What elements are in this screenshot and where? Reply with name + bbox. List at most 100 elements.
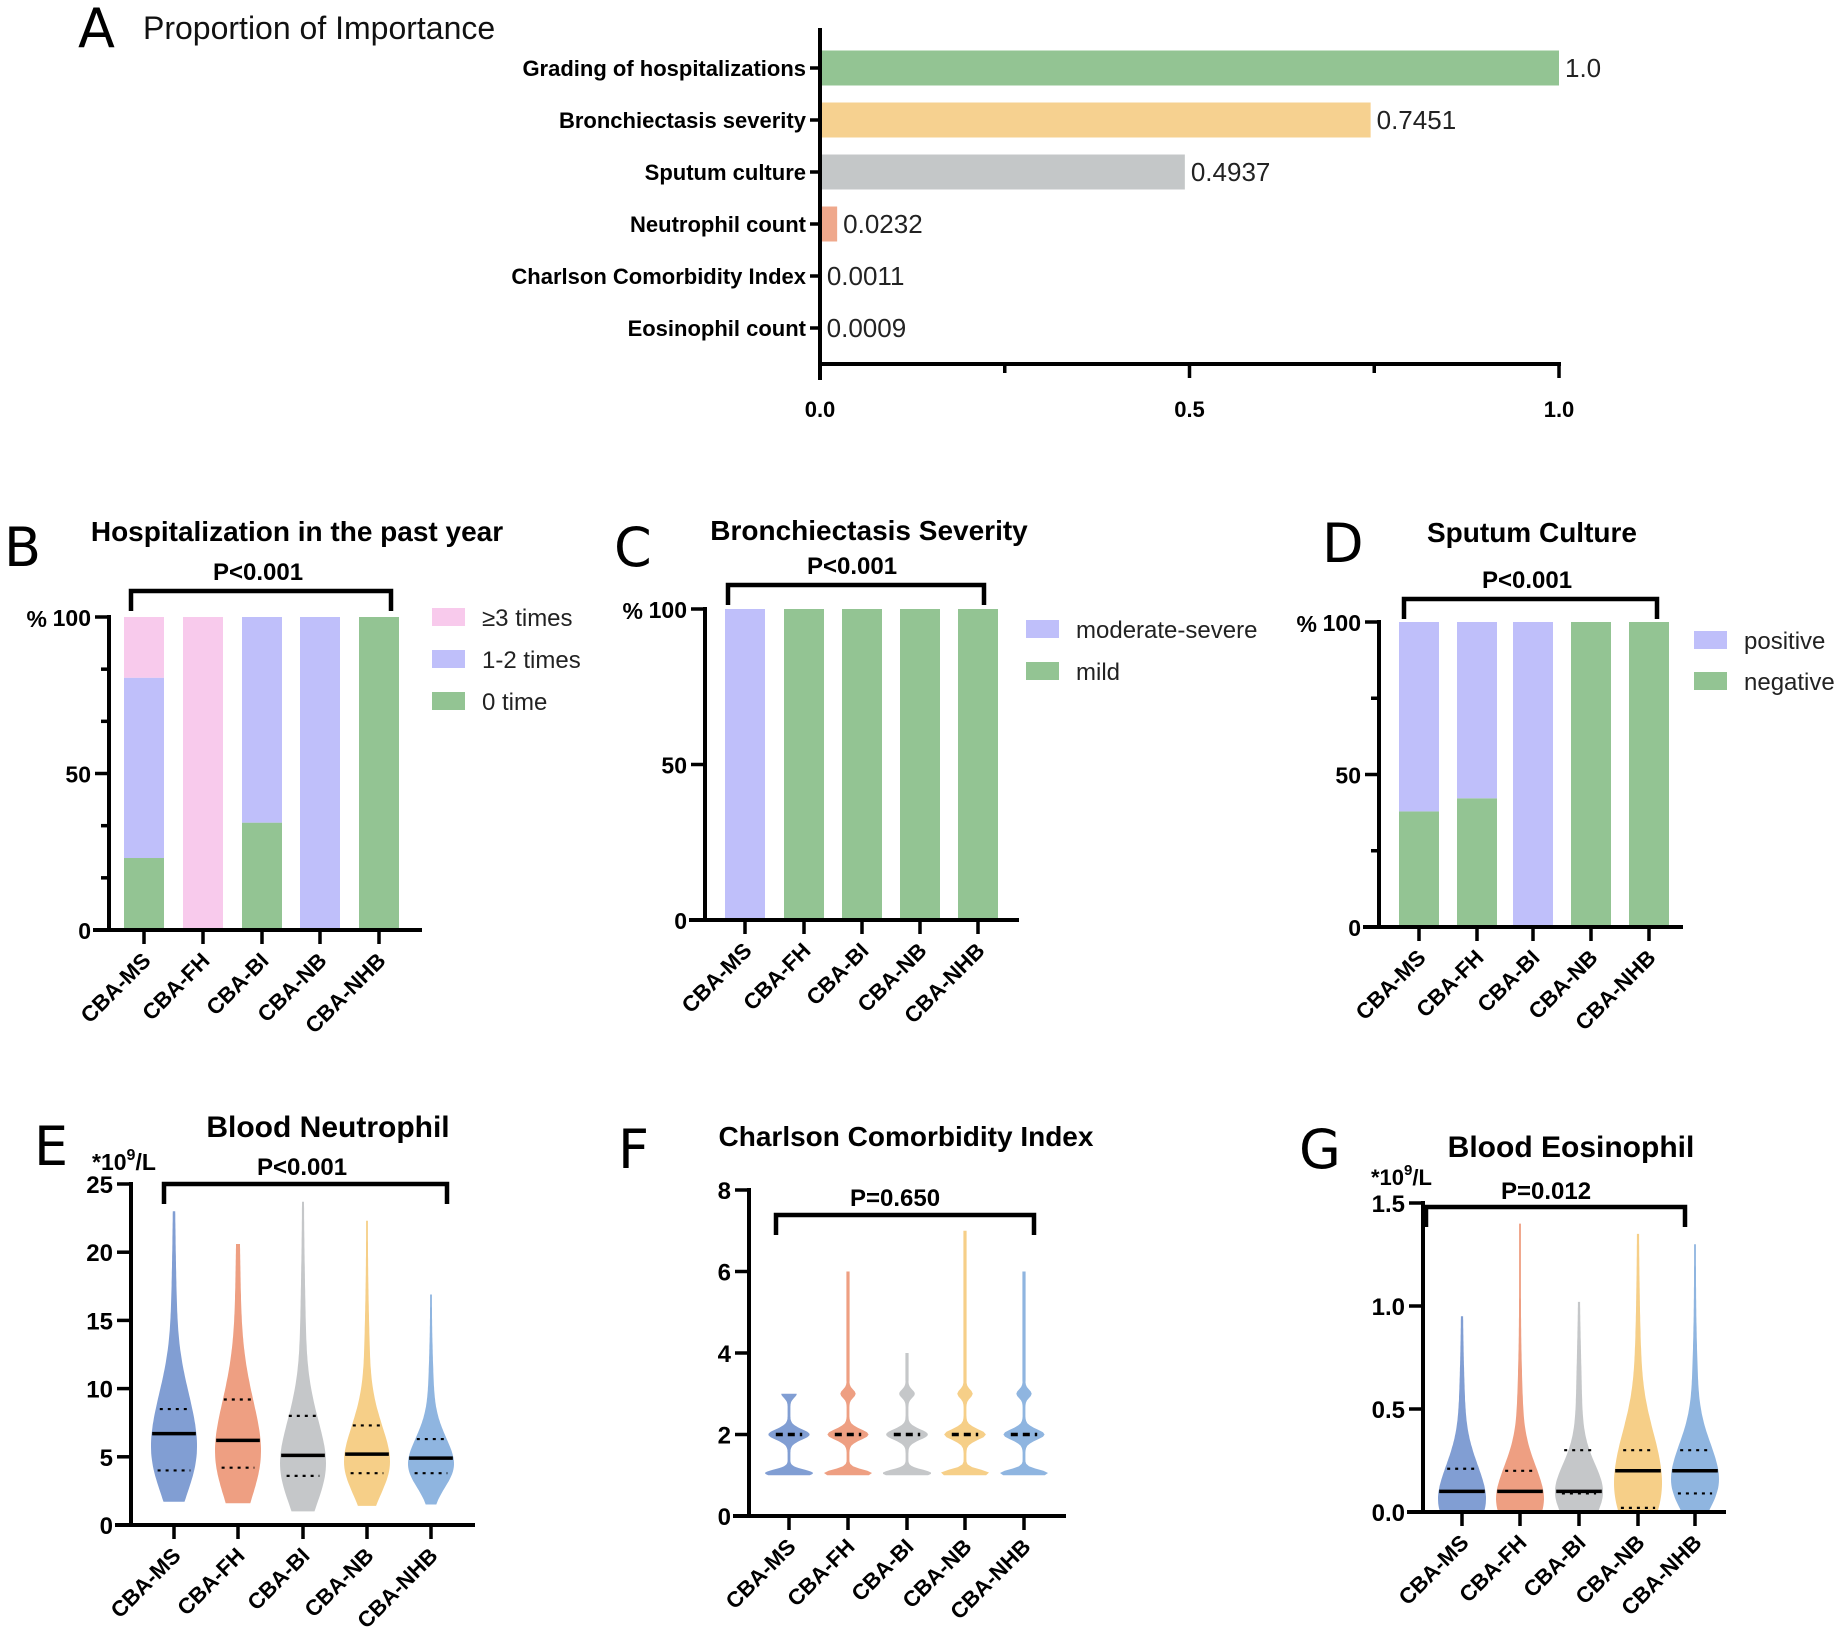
chart-e: CBA-MSCBA-FHCBA-BICBA-NBCBA-NHB051015202… [86, 1172, 475, 1633]
legend-label: negative [1744, 669, 1835, 696]
bar-segment-positive [1399, 622, 1439, 812]
y-tick-label: 0 [674, 908, 687, 934]
violin-cba-fh [215, 1244, 261, 1504]
significance-bracket [725, 582, 987, 605]
bar-3 [822, 206, 838, 242]
y-tick-label: 10 [86, 1377, 113, 1404]
legend-swatch [1026, 662, 1059, 680]
bar-segment-0-time [242, 822, 282, 930]
bar-2 [822, 154, 1185, 190]
panel-d-p-value: P<0.001 [1482, 567, 1572, 594]
y-tick-label: 8 [718, 1178, 731, 1205]
x-tick-label: 0.5 [1174, 397, 1205, 422]
bar-segment-1-2-times [300, 617, 340, 930]
legend-swatch [1026, 620, 1059, 638]
violin-cba-nb [941, 1230, 989, 1476]
y-tick-label: 2 [718, 1423, 731, 1450]
y-tick-label: 5 [100, 1445, 113, 1472]
panel-letter-b: B [4, 516, 41, 579]
y-tick-label: 0 [78, 918, 91, 944]
unit-exp: 9 [1404, 1162, 1412, 1179]
y-axis-label: % [623, 598, 643, 624]
violin-cba-bi [883, 1353, 931, 1476]
bar-segment-negative [1457, 798, 1497, 927]
unit-exp: 9 [127, 1147, 136, 1164]
violin-cba-ms [1438, 1316, 1486, 1512]
category-label: Sputum culture [645, 160, 806, 185]
x-tick-label: CBA-MS [721, 1534, 801, 1614]
bar-segment-mild [842, 609, 882, 920]
significance-bracket [1401, 596, 1660, 619]
y-axis-label: % [1297, 611, 1317, 637]
x-tick-label: CBA-MS [106, 1543, 186, 1623]
y-tick-label: 1.0 [1372, 1294, 1405, 1321]
x-tick-label: CBA-FH [172, 1543, 249, 1620]
violin-cba-nb [1614, 1233, 1662, 1512]
panel-f-p-value: P=0.650 [850, 1185, 940, 1212]
category-label: Neutrophil count [630, 212, 807, 237]
category-label: Eosinophil count [628, 316, 807, 341]
legend-swatch [432, 608, 465, 626]
y-tick-label: 15 [86, 1308, 113, 1335]
y-tick-label: 0 [718, 1504, 731, 1531]
panel-letter-a: A [78, 0, 115, 60]
violin-cba-ms [151, 1211, 197, 1502]
y-tick-label: 25 [86, 1172, 113, 1199]
panel-b: B Hospitalization in the past year P<0.0… [4, 516, 581, 1038]
legend-label: 0 time [482, 689, 547, 716]
panel-letter-g: G [1299, 1118, 1341, 1181]
y-tick-label: 50 [661, 753, 687, 779]
bar-segment-1-2-times [242, 617, 282, 823]
significance-bracket [1423, 1204, 1688, 1227]
legend-label: positive [1744, 628, 1825, 655]
violin-cba-nhb [408, 1294, 454, 1505]
panel-d: D Sputum Culture P<0.001 CBA-MSCBA-FHCBA… [1297, 512, 1835, 1035]
y-tick-label: 0.5 [1372, 1397, 1405, 1424]
panel-g-title: Blood Eosinophil [1448, 1131, 1695, 1164]
legend-label: ≥3 times [482, 605, 573, 632]
x-tick-label: 0.0 [805, 397, 836, 422]
unit-suffix: /L [135, 1149, 155, 1175]
panel-letter-c: C [614, 516, 652, 579]
chart-g: CBA-MSCBA-FHCBA-BICBA-NBCBA-NHB0.00.51.0… [1372, 1191, 1726, 1620]
bar-segment-positive [1513, 622, 1553, 927]
y-tick-label: 6 [718, 1260, 731, 1287]
bar-segment-0-time [124, 858, 164, 930]
chart-c: CBA-MSCBA-FHCBA-BICBA-NBCBA-NHB050100%mo… [623, 582, 1257, 1028]
y-tick-label: 4 [718, 1341, 732, 1368]
bar-segment-0-time [359, 617, 399, 930]
panel-c: C Bronchiectasis Severity P<0.001 CBA-MS… [614, 515, 1257, 1028]
y-tick-label: 0 [100, 1513, 113, 1540]
value-label: 0.7451 [1377, 105, 1457, 135]
panel-b-p-value: P<0.001 [213, 559, 303, 586]
value-label: 0.0011 [827, 261, 905, 291]
panel-a-title: Proportion of Importance [143, 10, 495, 46]
significance-bracket [128, 588, 394, 611]
y-axis-label: % [27, 606, 47, 632]
panel-letter-e: E [34, 1115, 68, 1178]
x-tick-label: CBA-MS [677, 938, 757, 1018]
y-tick-label: 50 [65, 762, 91, 788]
significance-bracket [773, 1212, 1037, 1235]
panel-e-unit: *109/L [92, 1147, 156, 1175]
violin-cba-fh [824, 1271, 872, 1476]
value-label: 0.0009 [827, 313, 907, 343]
violin-cba-bi [280, 1201, 326, 1512]
panel-c-p-value: P<0.001 [807, 553, 897, 580]
legend-label: mild [1076, 659, 1120, 686]
unit-prefix: *10 [92, 1149, 127, 1175]
legend-swatch [432, 650, 465, 668]
bar-segment-1-2-times [124, 677, 164, 859]
legend-label: 1-2 times [482, 647, 581, 674]
panel-e-title: Blood Neutrophil [206, 1111, 449, 1144]
y-tick-label: 100 [53, 605, 91, 631]
bar-segment-mild [784, 609, 824, 920]
panel-a: A Proportion of Importance 1.0 Grading of… [78, 0, 1601, 422]
y-tick-label: 100 [649, 597, 687, 623]
bar-segment-positive [1457, 622, 1497, 799]
significance-bracket [161, 1181, 450, 1204]
panel-f-title: Charlson Comorbidity Index [719, 1121, 1094, 1152]
chart-d: CBA-MSCBA-FHCBA-BICBA-NBCBA-NHB050100%po… [1297, 596, 1835, 1035]
